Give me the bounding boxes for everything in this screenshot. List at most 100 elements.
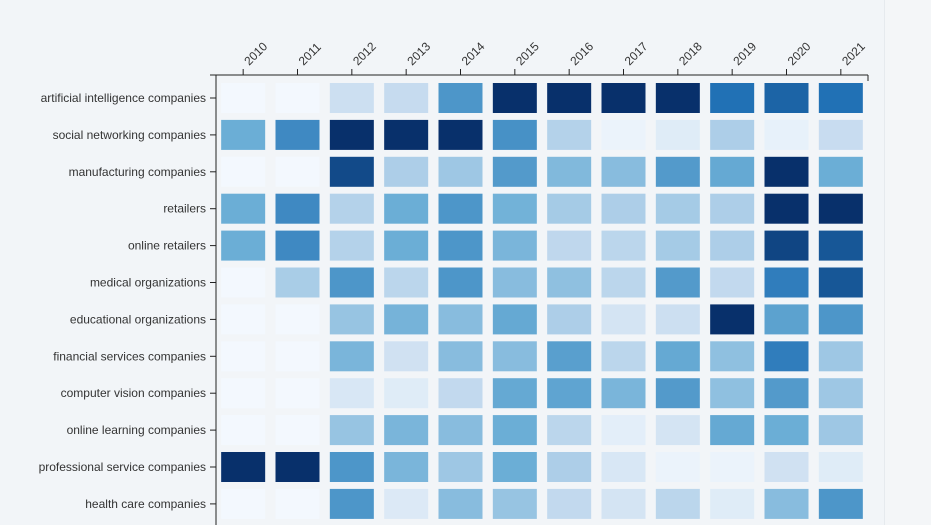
heatmap-cell [601,267,646,298]
heatmap-cell [438,193,483,224]
heatmap-cell [818,341,863,372]
heatmap-cell [329,83,374,113]
heatmap-cell [329,341,374,372]
heatmap-cell [710,488,755,519]
heatmap-cell [818,488,863,519]
heatmap-cell [601,415,646,446]
heatmap-cell [438,341,483,372]
heatmap-cell [329,230,374,261]
heatmap-cell [275,378,320,409]
heatmap-cell [601,193,646,224]
heatmap-cell [547,267,592,298]
x-tick-label: 2013 [404,39,433,68]
heatmap-cell [601,83,646,113]
heatmap-cell [275,230,320,261]
x-tick-label: 2017 [622,39,651,68]
y-tick-label: professional service companies [39,460,206,474]
heatmap-cell [275,83,320,113]
heatmap-cell [764,378,809,409]
heatmap-cell [221,415,266,446]
heatmap-cell [329,415,374,446]
heatmap-cell [710,378,755,409]
heatmap-cell [438,156,483,187]
heatmap-cell [221,119,266,150]
heatmap-cell [710,193,755,224]
heatmap-cell [547,193,592,224]
heatmap-cell [601,341,646,372]
y-tick-label: social networking companies [53,128,206,142]
heatmap-cell [764,156,809,187]
heatmap-cell [547,488,592,519]
heatmap-cell [764,304,809,335]
x-tick-label: 2010 [241,39,270,68]
heatmap-cell [492,267,537,298]
heatmap-cell [547,304,592,335]
heatmap-cell [329,119,374,150]
heatmap-cell [221,193,266,224]
heatmap-cell [384,341,429,372]
heatmap-cell [221,230,266,261]
heatmap-cell [438,488,483,519]
heatmap-cell [818,452,863,482]
heatmap-cell [818,156,863,187]
heatmap-cell [329,156,374,187]
heatmap-cell [275,267,320,298]
heatmap-cell [710,230,755,261]
heatmap-cell [710,267,755,298]
heatmap-cell [492,341,537,372]
heatmap-cell [601,156,646,187]
heatmap-cell [764,415,809,446]
heatmap-cell [601,230,646,261]
y-tick-label: artificial intelligence companies [41,91,206,105]
heatmap-cell [275,119,320,150]
heatmap-cell [601,488,646,519]
heatmap-cell [547,378,592,409]
x-tick-label: 2019 [730,39,759,68]
heatmap-cell [329,267,374,298]
heatmap-cell [655,230,700,261]
x-tick-label: 2021 [839,39,868,68]
heatmap-cell [438,267,483,298]
heatmap-cell [818,230,863,261]
heatmap-cell [275,452,320,482]
heatmap-cell [275,193,320,224]
heatmap-cell [764,267,809,298]
heatmap-cell [329,304,374,335]
heatmap-cell [655,267,700,298]
heatmap-cell [492,488,537,519]
heatmap-cell [764,452,809,482]
heatmap-cell [492,193,537,224]
heatmap-cell [655,452,700,482]
heatmap-cell [547,83,592,113]
heatmap-cell [764,488,809,519]
heatmap-cell [275,156,320,187]
heatmap-cell [655,378,700,409]
heatmap-cell [221,488,266,519]
heatmap-cell [384,230,429,261]
heatmap-cell [275,415,320,446]
heatmap-cell [547,341,592,372]
heatmap-cell [384,267,429,298]
heatmap-cell [384,378,429,409]
heatmap-cell [655,119,700,150]
heatmap-cell [764,230,809,261]
y-tick-label: medical organizations [90,276,206,290]
heatmap-cell [384,119,429,150]
heatmap-cell [655,341,700,372]
heatmap-cell [384,488,429,519]
heatmap-cell [438,378,483,409]
heatmap-cell [655,193,700,224]
y-tick-label: financial services companies [53,349,206,363]
heatmap-cell [710,156,755,187]
heatmap-cell [818,119,863,150]
heatmap-cell [710,83,755,113]
heatmap-cell [492,119,537,150]
heatmap-cell [601,378,646,409]
heatmap-cell [818,378,863,409]
heatmap-cell [818,83,863,113]
y-tick-label: educational organizations [70,312,206,326]
heatmap-cell [710,452,755,482]
x-tick-label: 2016 [567,39,596,68]
heatmap-cell [384,452,429,482]
